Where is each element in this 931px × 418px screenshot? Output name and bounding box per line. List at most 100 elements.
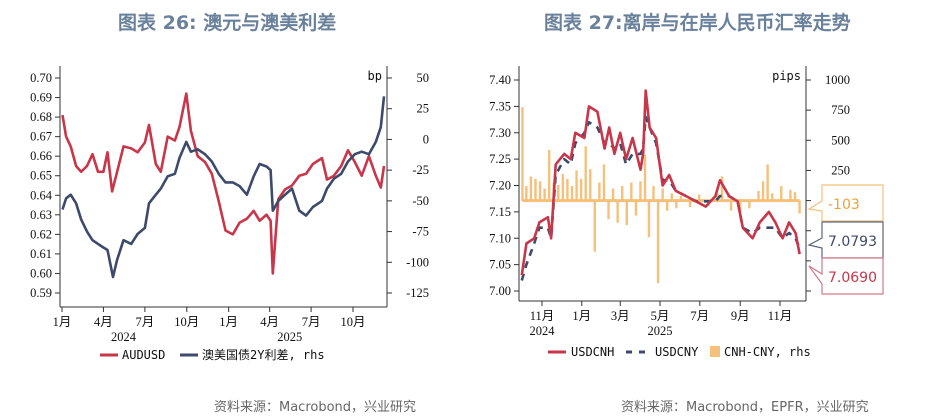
left-tick-label: 0.68 bbox=[30, 110, 52, 124]
right-tick-label: 1000 bbox=[825, 73, 850, 87]
x-tick-label: 4月 bbox=[94, 315, 113, 329]
x-tick-label: 11月 bbox=[768, 309, 793, 323]
left-tick-label: 7.05 bbox=[489, 258, 511, 272]
right-tick-label: -125 bbox=[406, 286, 429, 300]
left-tick-label: 0.65 bbox=[30, 169, 52, 183]
bar-cnh-cny bbox=[697, 194, 701, 202]
bar-cnh-cny bbox=[639, 181, 642, 202]
bar-cnh-cny bbox=[793, 192, 797, 202]
bar-cnh-cny bbox=[547, 149, 551, 202]
bar-cnh-cny bbox=[780, 186, 783, 202]
right-tick-label: 50 bbox=[417, 71, 430, 85]
bar-cnh-cny bbox=[656, 200, 660, 284]
x-tick-label: 11月 bbox=[530, 309, 555, 323]
last-value-box-cnh-cny bbox=[807, 184, 884, 222]
bar-cnh-cny bbox=[561, 174, 565, 202]
x-tick-label: 7月 bbox=[302, 315, 321, 329]
last-value-label-usdcnh: 7.0690 bbox=[828, 270, 877, 286]
x-tick-label: 1月 bbox=[572, 309, 591, 323]
right-tick-label: 25 bbox=[417, 102, 430, 116]
series-line-1 bbox=[61, 96, 386, 279]
right-tick-label: 500 bbox=[831, 133, 850, 147]
x-tick-label: 5月 bbox=[651, 309, 670, 323]
left-tick-label: 0.59 bbox=[30, 286, 52, 300]
bar-cnh-cny bbox=[538, 181, 542, 202]
left-tick-label: 7.30 bbox=[489, 126, 511, 140]
bar-cnh-cny bbox=[643, 154, 647, 202]
bar-cnh-cny bbox=[575, 170, 578, 202]
bar-cnh-cny bbox=[688, 200, 692, 208]
source-left: 资料来源：Macrobond，兴业研究 bbox=[214, 400, 417, 415]
bar-cnh-cny bbox=[611, 188, 615, 202]
left-tick-label: 7.20 bbox=[489, 179, 511, 193]
bar-cnh-cny bbox=[598, 182, 601, 202]
bar-cnh-cny bbox=[652, 186, 655, 202]
bar-cnh-cny bbox=[534, 178, 537, 202]
x-tick-label: 4月 bbox=[260, 315, 279, 329]
bar-cnh-cny bbox=[543, 188, 546, 202]
bar-cnh-cny bbox=[607, 200, 610, 220]
bar-cnh-cny bbox=[661, 188, 664, 202]
right-tick-label: -100 bbox=[406, 255, 429, 269]
bar-cnh-cny bbox=[761, 181, 765, 202]
bar-cnh-cny bbox=[566, 178, 569, 202]
right-tick-label: 250 bbox=[831, 163, 850, 177]
left-tick-label: 7.25 bbox=[489, 152, 511, 166]
bar-cnh-cny bbox=[579, 178, 583, 202]
left-tick-label: 0.63 bbox=[30, 208, 52, 222]
chart-title-left: 图表 26: 澳元与澳美利差 bbox=[118, 12, 337, 34]
last-value-box-usdcny bbox=[807, 221, 884, 259]
x-year-label: 2025 bbox=[277, 330, 302, 344]
legend-swatch-cnh-cny bbox=[710, 346, 720, 357]
series-line-0 bbox=[61, 92, 386, 275]
bar-cnh-cny bbox=[729, 200, 733, 211]
bar-cnh-cny bbox=[647, 200, 651, 238]
last-value-label-usdcny: 7.0793 bbox=[828, 234, 877, 250]
bar-cnh-cny bbox=[557, 184, 560, 202]
left-tick-label: 0.62 bbox=[30, 227, 52, 241]
bar-cnh-cny bbox=[593, 200, 597, 252]
left-tick-label: 0.70 bbox=[30, 71, 52, 85]
bar-cnh-cny bbox=[634, 200, 638, 216]
left-tick-label: 0.67 bbox=[30, 130, 52, 144]
left-tick-label: 0.69 bbox=[30, 91, 52, 105]
legend-label-usdcny: USDCNY bbox=[655, 345, 699, 359]
bar-cnh-cny bbox=[675, 200, 678, 209]
x-year-label: 2024 bbox=[111, 330, 137, 344]
legend-label-audusd: AUDUSD bbox=[122, 348, 165, 362]
bar-cnh-cny bbox=[679, 195, 683, 202]
bar-cnh-cny bbox=[766, 164, 769, 202]
left-tick-label: 7.35 bbox=[489, 99, 511, 113]
left-tick-label: 0.64 bbox=[30, 188, 53, 202]
x-tick-label: 7月 bbox=[690, 309, 709, 323]
left-tick-label: 7.00 bbox=[489, 284, 511, 298]
right-axis-unit: pips bbox=[772, 69, 801, 83]
x-tick-label: 7月 bbox=[135, 315, 154, 329]
bar-cnh-cny bbox=[748, 200, 751, 209]
bar-cnh-cny bbox=[570, 186, 574, 202]
left-tick-label: 0.60 bbox=[30, 266, 52, 280]
left-tick-label: 0.66 bbox=[30, 149, 52, 163]
series-line-2 bbox=[520, 89, 801, 276]
bar-cnh-cny bbox=[798, 200, 801, 214]
x-tick-label: 10月 bbox=[340, 315, 365, 329]
right-tick-label: -25 bbox=[412, 163, 429, 177]
bar-cnh-cny bbox=[616, 200, 619, 223]
left-tick-label: 7.40 bbox=[489, 73, 511, 87]
x-tick-label: 9月 bbox=[731, 309, 750, 323]
x-year-label: 2024 bbox=[530, 324, 556, 338]
legend-label-usdcnh: USDCNH bbox=[571, 345, 614, 359]
bar-cnh-cny bbox=[584, 146, 587, 202]
bar-cnh-cny bbox=[720, 176, 724, 202]
legend-label-spread: 澳美国债2Y利差, rhs bbox=[202, 348, 325, 362]
bar-cnh-cny bbox=[665, 200, 669, 211]
last-value-box-usdcnh bbox=[808, 257, 884, 295]
bar-cnh-cny bbox=[770, 193, 774, 202]
right-tick-label: 750 bbox=[831, 103, 850, 117]
left-tick-label: 0.61 bbox=[30, 247, 52, 261]
chart-title-right: 图表 27:离岸与在岸人民币汇率走势 bbox=[544, 12, 851, 34]
bar-cnh-cny bbox=[589, 169, 592, 202]
right-tick-label: -50 bbox=[412, 194, 429, 208]
bar-cnh-cny bbox=[602, 164, 606, 202]
